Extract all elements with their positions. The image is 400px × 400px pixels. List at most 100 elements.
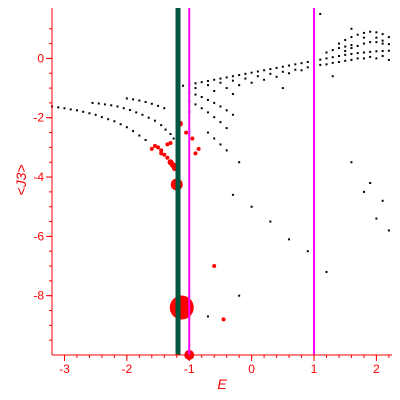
x-tick-label: -2 [122,362,133,376]
data-point [306,60,309,63]
data-point [231,93,234,96]
data-point [159,151,164,156]
data-point [213,101,216,104]
data-point [337,60,340,63]
data-point [149,146,154,151]
data-point [190,136,195,141]
data-point [369,41,372,44]
data-point [238,84,241,87]
data-point [75,109,78,112]
data-point [362,42,365,45]
data-point [337,55,340,58]
data-point [281,87,284,90]
data-point [369,30,372,33]
data-point [194,103,197,106]
data-point [219,105,222,108]
data-point [375,36,378,39]
data-point [57,106,60,109]
data-point [82,110,85,113]
data-point [97,102,100,105]
data-point [263,78,266,81]
data-point [69,108,72,111]
data-point [213,137,216,140]
x-tick-label: 0 [248,362,255,376]
data-point [256,75,259,78]
data-point [375,31,378,34]
data-point [182,84,185,87]
data-point [362,31,365,34]
data-point [163,107,166,110]
data-point [362,51,365,54]
data-point [387,49,390,52]
data-point [193,151,198,156]
data-point [306,66,309,69]
data-point [213,90,216,93]
data-point [135,111,138,114]
data-point [344,50,347,53]
data-point [281,70,284,73]
y-tick-label: -2 [33,111,44,125]
x-tick-label: -1 [184,362,195,376]
data-point [113,120,116,123]
data-point [250,205,253,208]
data-point [231,113,234,116]
data-point [281,65,284,68]
data-point [325,63,328,66]
data-point [132,130,135,133]
data-point [375,57,378,60]
data-point [200,95,203,98]
data-point [132,98,135,101]
data-point [300,69,303,72]
data-point [337,42,340,45]
data-point [294,68,297,71]
data-point [147,116,150,119]
data-point [356,52,359,55]
data-point [225,87,228,90]
data-point [238,161,241,164]
data-point [162,152,167,157]
data-point [238,74,241,77]
data-marks [51,8,390,360]
data-point [213,78,216,81]
data-point [231,193,234,196]
data-point [194,82,197,85]
data-point [331,75,334,78]
data-point [350,47,353,50]
data-point [88,112,91,115]
data-point [350,27,353,30]
data-point [362,190,365,193]
data-point [219,143,222,146]
data-point [375,50,378,53]
data-point [269,72,272,75]
data-point [165,155,170,160]
data-point [219,77,222,80]
data-point [206,131,209,134]
data-point [238,294,241,297]
data-point [196,146,201,151]
data-point [225,127,228,130]
data-point [288,238,291,241]
data-point [231,79,234,82]
x-tick-label: -3 [59,362,70,376]
data-point [206,98,209,101]
data-point [231,75,234,78]
data-point [381,39,384,42]
x-tick-label: 1 [311,362,318,376]
data-point [221,317,226,322]
data-point [350,58,353,61]
data-point [350,36,353,39]
data-point [152,143,157,148]
data-point [225,76,228,79]
data-point [362,57,365,60]
data-point [381,199,384,202]
data-point [119,123,122,126]
y-tick-label: 0 [37,51,44,65]
data-point [212,264,217,269]
data-point [344,53,347,56]
data-point [104,103,107,106]
data-point [107,118,110,121]
data-point [244,77,247,80]
data-point [319,58,322,61]
data-point [331,61,334,64]
data-point [350,52,353,55]
